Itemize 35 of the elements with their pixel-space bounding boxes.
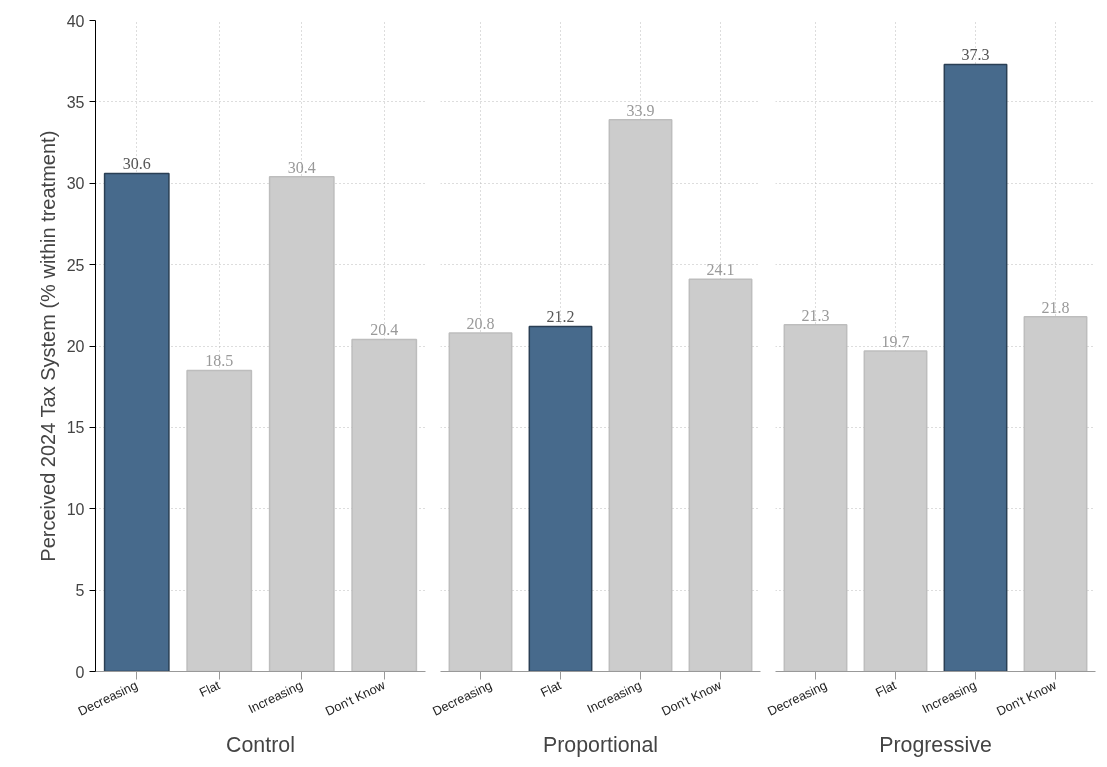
y-tick-label: 35 [66,93,85,111]
x-axis-title: Progressive [879,733,992,758]
bar [351,338,418,672]
x-tick-label: Don't Know [994,677,1060,719]
y-tick-label: 10 [66,500,85,518]
y-tick-label: 20 [66,338,85,355]
data-label: 24.1 [706,261,735,279]
y-tick-label: 40 [66,12,85,30]
x-tick-label: Flat [873,677,899,700]
data-label: 19.7 [881,332,910,350]
x-axis-title: Control [226,733,295,758]
data-label: 18.5 [205,352,234,370]
data-label: 21.3 [801,306,830,324]
x-tick-label: Flat [538,677,564,700]
bar [943,63,1008,672]
data-label: 33.9 [626,101,655,119]
x-axis-title: Proportional [543,733,659,758]
data-label: 20.4 [370,321,399,339]
data-label: 20.8 [466,314,495,332]
y-tick-label: 15 [66,419,85,437]
y-tick-label: 30 [66,175,85,193]
data-label: 30.6 [122,155,151,173]
y-tick-label: 25 [66,256,85,274]
data-label: 21.2 [546,308,575,326]
x-tick-label: Don't Know [659,677,725,719]
data-label: 37.3 [961,46,990,64]
bar [103,172,170,672]
y-axis-title: Perceived 2024 Tax System (% within treatment) [36,130,59,562]
y-tick-label: 0 [75,663,85,681]
data-label: 30.4 [287,158,316,176]
bar [528,325,593,672]
x-tick-label: Flat [197,677,223,700]
y-tick-label: 5 [75,582,85,600]
x-tick-label: Don't Know [323,677,389,719]
data-label: 21.8 [1041,298,1070,316]
